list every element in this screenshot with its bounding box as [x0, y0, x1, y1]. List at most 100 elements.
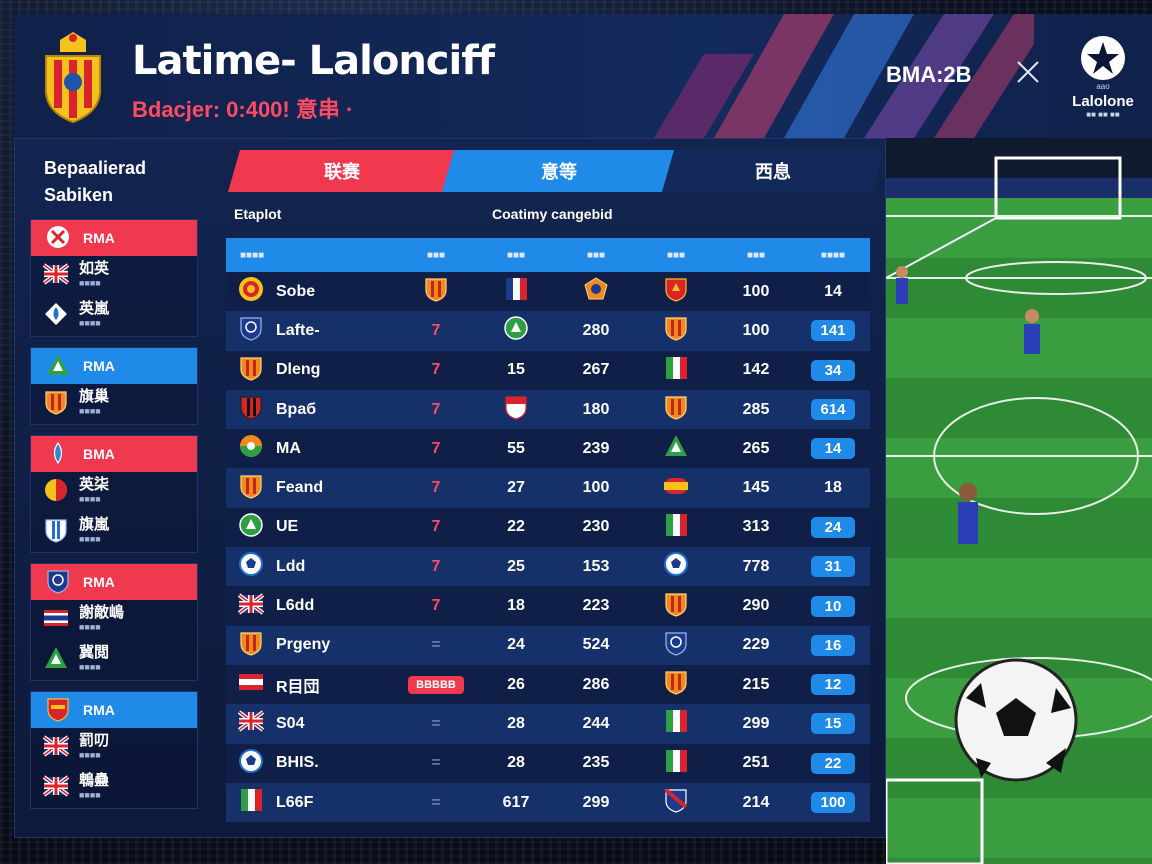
cell-value: 7: [431, 400, 441, 418]
sidebar-item[interactable]: 旗嵐 ■■■■: [31, 512, 197, 552]
table-cell: 285: [716, 401, 796, 419]
table-row[interactable]: MA 7 55 239 265 14: [226, 429, 870, 469]
table-cell: 15: [476, 361, 556, 379]
sidebar-item[interactable]: 英柒 ■■■■: [31, 472, 197, 512]
points-badge: 22: [811, 752, 855, 774]
table-row[interactable]: S04 = 28 244 299 15: [226, 704, 870, 744]
table-row[interactable]: Ldd 7 25 153 778 31: [226, 547, 870, 587]
tab-third[interactable]: 西息: [661, 150, 885, 192]
sidebar-group-header[interactable]: BMA: [31, 436, 197, 472]
yellow-red-circle-icon: [43, 477, 69, 508]
sidebar-group-header[interactable]: RMA: [31, 692, 197, 728]
table-cell: [636, 748, 716, 779]
column-header[interactable]: ■■■: [426, 249, 446, 261]
table-cell: [636, 630, 716, 661]
table-cell: 12: [796, 674, 870, 696]
table-cell: 22: [476, 518, 556, 536]
sidebar-item-sublabel: ■■■■: [79, 622, 101, 632]
table-row[interactable]: L66F = 617 299 214 100: [226, 782, 870, 823]
cell-value: =: [431, 793, 441, 811]
cell-value: 24: [507, 636, 525, 654]
spain-crest-icon: [238, 276, 264, 307]
sidebar-group-header[interactable]: RMA: [31, 220, 197, 256]
sidebar-item-label: 英柒: [79, 476, 110, 493]
points-badge: 12: [811, 674, 855, 696]
cell-value: 100: [742, 321, 770, 339]
sidebar-title-line1: Bepaalierad: [44, 158, 147, 178]
tab-second[interactable]: 意等: [441, 150, 677, 192]
table-row[interactable]: R目団 BBBBB 26 286 215 12: [226, 664, 870, 705]
sidebar-item-sublabel: ■■■■: [79, 406, 101, 416]
column-header[interactable]: ■■■: [666, 249, 686, 261]
table-cell: [636, 355, 716, 386]
table-row[interactable]: Sobe 100 14: [226, 272, 870, 312]
sidebar-item[interactable]: 如英 ■■■■: [31, 256, 197, 296]
column-header[interactable]: ■■■: [506, 249, 526, 261]
table-row[interactable]: Dleng 7 15 267 142 34: [226, 350, 870, 390]
table-row[interactable]: L6dd 7 18 223 290 10: [226, 586, 870, 626]
red-white-flag-icon: [238, 669, 264, 700]
table-cell: [636, 551, 716, 582]
table-cell: 299: [716, 715, 796, 733]
table-row[interactable]: UE 7 22 230 313 24: [226, 507, 870, 548]
table-row[interactable]: Feand 7 27 100 145 18: [226, 468, 870, 508]
cell-value: 18: [507, 597, 525, 615]
club-crest-icon: [45, 32, 101, 124]
cell-value: 265: [742, 439, 770, 457]
sidebar-item[interactable]: 謝敵嶋 ■■■■: [31, 600, 197, 640]
cell-value: 26: [507, 675, 525, 693]
orange-shield-icon: [238, 630, 264, 661]
close-icon[interactable]: [1014, 58, 1042, 86]
table-cell: 15: [796, 713, 870, 735]
team-cell: MA: [226, 433, 396, 464]
league-top-text: aao: [1096, 82, 1110, 91]
union-flag-icon: [238, 591, 264, 622]
sidebar-group-label: RMA: [83, 702, 115, 718]
status-badge[interactable]: BBBBB: [408, 675, 464, 694]
cell-value: 142: [742, 361, 770, 379]
sidebar-group-header[interactable]: RMA: [31, 564, 197, 600]
table-cell: 55: [476, 440, 556, 458]
cell-value: 215: [742, 675, 770, 693]
table-cell: 7: [396, 401, 476, 419]
table-cell: 142: [716, 361, 796, 379]
sidebar-item-label: 英嵐: [79, 300, 110, 317]
table-header: ■■■■ ■■■ ■■■ ■■■ ■■■ ■■■ ■■■■: [226, 238, 870, 272]
cell-value: 7: [431, 518, 441, 536]
table-row[interactable]: BHIS. = 28 235 251 22: [226, 743, 870, 783]
table-cell: 22: [796, 752, 870, 774]
table-cell: 16: [796, 634, 870, 656]
italy-flag-icon: [663, 748, 689, 779]
table-cell: 614: [796, 399, 870, 421]
sidebar-groups: RMA 如英 ■■■■ 英嵐 ■■■■ RMA 旗巢 ■■■■ BMA 英柒 ■■■■ 旗嵐 ■■■■ R…: [30, 219, 198, 809]
green-triangle-icon: [45, 352, 71, 381]
orange-shield-icon: [663, 669, 689, 700]
table-cell: 14: [796, 283, 870, 301]
page-subtitle: Bdacjer: 0:400! 意串 ·: [132, 97, 354, 122]
column-header[interactable]: ■■■■: [240, 249, 265, 261]
table-row[interactable]: Bpaб 7 180 285 614: [226, 389, 870, 430]
table-cell: 100: [796, 792, 870, 813]
sidebar-item[interactable]: 英嵐 ■■■■: [31, 296, 197, 336]
orange-shield-icon: [663, 591, 689, 622]
column-header[interactable]: ■■■: [586, 249, 606, 261]
tab-league[interactable]: 联赛: [227, 150, 457, 192]
cell-value: 22: [507, 518, 525, 536]
team-cell: R目団: [226, 669, 396, 700]
points-badge: 24: [811, 516, 855, 538]
sidebar-group-header[interactable]: RMA: [31, 348, 197, 384]
team-cell: Prgeny: [226, 630, 396, 661]
table-row[interactable]: Lafte- 7 280 100 141: [226, 311, 870, 351]
team-cell: Dleng: [226, 355, 396, 386]
table-row[interactable]: Prgeny = 24 524 229 16: [226, 625, 870, 665]
cell-value: 214: [742, 793, 770, 811]
table-cell: 267: [556, 361, 636, 379]
sidebar-item[interactable]: 旗巢 ■■■■: [31, 384, 197, 424]
tab-league-label: 联赛: [324, 162, 360, 182]
column-header[interactable]: ■■■■: [820, 249, 846, 261]
sidebar-item[interactable]: 罰叨 ■■■■: [31, 728, 197, 768]
cell-value: 617: [502, 793, 530, 811]
sidebar-item[interactable]: 鵯蠱 ■■■■: [31, 768, 197, 808]
sidebar-item[interactable]: 冀閲 ■■■■: [31, 640, 197, 680]
column-header[interactable]: ■■■: [746, 249, 766, 261]
